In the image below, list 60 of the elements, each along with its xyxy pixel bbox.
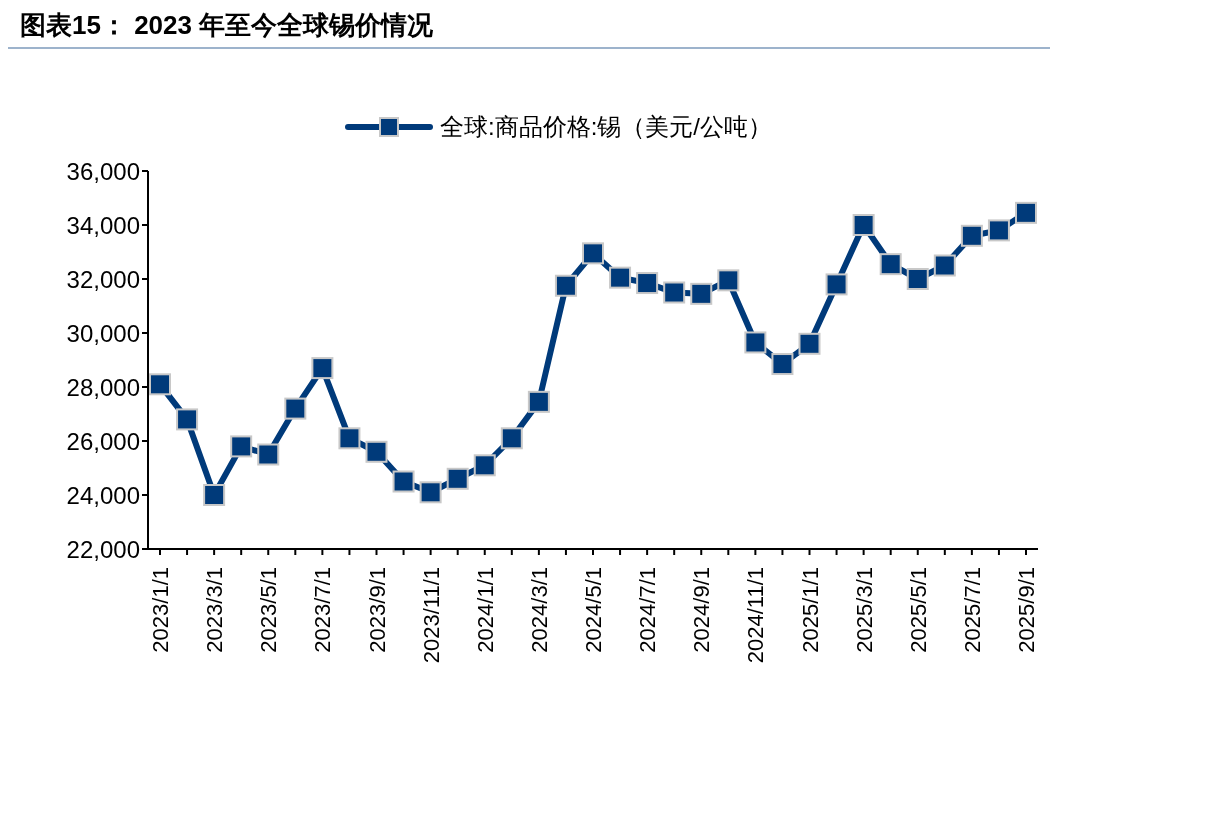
point	[473, 454, 496, 477]
x-tick-label: 2025/9/1	[1014, 567, 1039, 653]
point	[960, 224, 983, 247]
point	[500, 427, 523, 450]
point	[149, 373, 171, 396]
point	[717, 269, 740, 292]
y-tick-label: 26,000	[66, 427, 140, 455]
x-tick-label: 2023/9/1	[364, 567, 390, 653]
point	[744, 331, 767, 354]
point	[879, 253, 902, 276]
point	[771, 353, 794, 376]
point	[636, 272, 659, 295]
x-tick-label: 2024/11/1	[743, 567, 769, 664]
point	[798, 332, 821, 355]
point	[906, 268, 929, 290]
y-tick-label: 24,000	[66, 481, 140, 509]
point	[987, 219, 1010, 242]
point	[230, 435, 253, 458]
point	[203, 484, 226, 506]
x-tick-label: 2025/1/1	[797, 567, 823, 653]
point	[933, 254, 956, 277]
x-tick-label: 2023/7/1	[310, 567, 336, 653]
point	[527, 390, 550, 413]
x-tick-label: 2023/11/1	[418, 567, 444, 664]
point	[284, 397, 307, 420]
y-tick-label: 22,000	[66, 535, 140, 563]
y-tick-label: 30,000	[66, 319, 140, 347]
legend-label: 全球:商品价格:锡（美元/公吨）	[439, 112, 772, 142]
point	[690, 282, 713, 305]
x-tick-label: 2023/1/1	[148, 567, 173, 653]
x-tick-label: 2023/3/1	[202, 567, 228, 653]
x-tick-label: 2025/7/1	[959, 567, 985, 653]
point	[582, 242, 604, 265]
y-tick-label: 34,000	[66, 211, 140, 239]
y-tick-label: 32,000	[66, 265, 140, 293]
x-tick-label: 2024/3/1	[526, 567, 552, 653]
point	[338, 427, 361, 450]
x-tick-label: 2024/9/1	[689, 567, 715, 653]
point	[446, 467, 469, 490]
point	[257, 443, 280, 466]
x-tick-label: 2024/7/1	[635, 567, 661, 653]
x-tick-label: 2024/5/1	[581, 567, 606, 653]
point	[825, 273, 848, 296]
point	[392, 470, 415, 493]
point	[419, 481, 442, 504]
x-tick-label: 2023/5/1	[256, 567, 282, 653]
point	[554, 274, 577, 297]
y-tick-label: 36,000	[66, 157, 140, 185]
y-tick-label: 28,000	[66, 373, 140, 401]
chart-title: 图表15： 2023 年至今全球锡价情况	[8, 8, 1050, 49]
point	[365, 440, 388, 463]
point	[176, 408, 199, 431]
point	[311, 357, 334, 380]
point	[609, 266, 632, 289]
x-tick-label: 2024/1/1	[472, 567, 498, 653]
point	[1015, 201, 1037, 224]
point	[852, 214, 875, 236]
x-tick-label: 2025/5/1	[905, 567, 931, 653]
point	[663, 281, 686, 304]
x-tick-label: 2025/3/1	[851, 567, 877, 653]
